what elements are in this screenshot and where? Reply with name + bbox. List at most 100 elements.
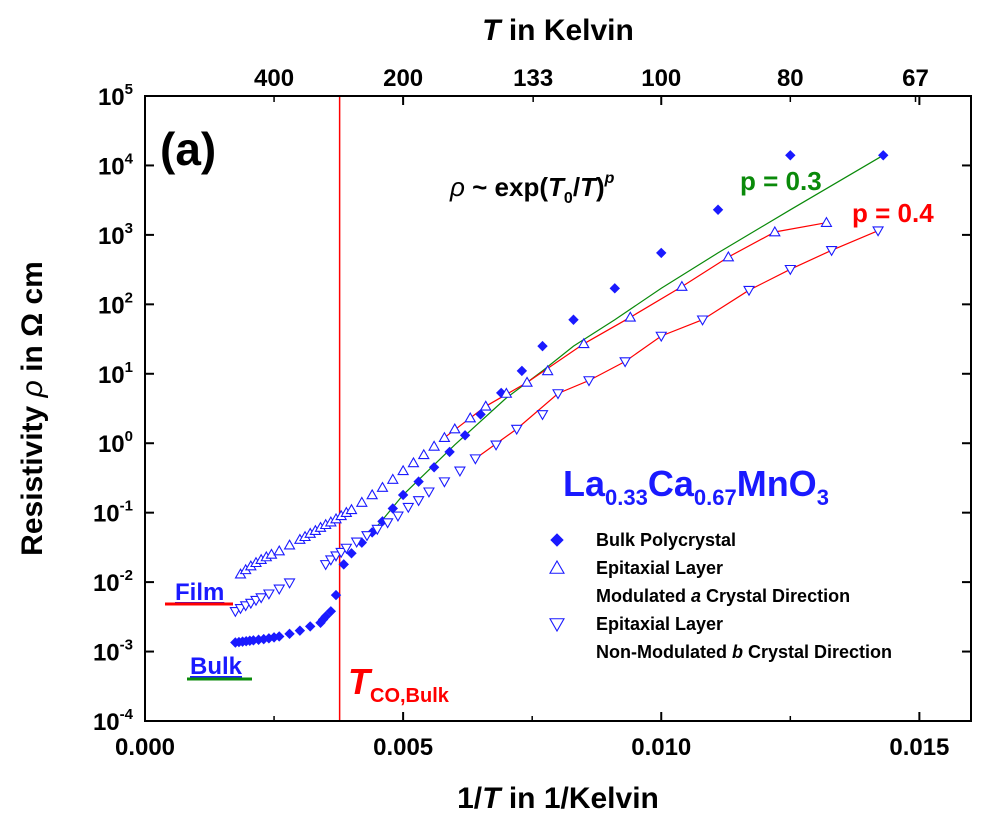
y-tick-base: 10 bbox=[93, 570, 120, 597]
legend-text-part: Bulk Polycrystal bbox=[596, 530, 736, 550]
data-point-s3-30 bbox=[583, 376, 595, 387]
data-point-s2-26 bbox=[407, 456, 420, 468]
data-point-s3-11 bbox=[324, 555, 337, 566]
x-axis-title-part: in 1/Kelvin bbox=[500, 782, 658, 815]
y-tick-exp: -3 bbox=[120, 637, 133, 654]
y-tick-exp: 2 bbox=[125, 289, 133, 306]
tco-label-sub: CO,Bulk bbox=[370, 685, 450, 707]
data-point-s1-13 bbox=[294, 625, 306, 636]
data-point-s3-32 bbox=[655, 331, 668, 343]
data-point-s1-29 bbox=[444, 446, 455, 458]
compound-sub: 0.67 bbox=[694, 485, 737, 510]
y-tick-label: 103 bbox=[98, 220, 133, 250]
data-point-s2-39 bbox=[722, 250, 735, 262]
legend-text-part: Modulated bbox=[596, 586, 691, 606]
legend-text-part: a bbox=[691, 586, 701, 606]
legend-marker-2 bbox=[549, 559, 565, 574]
data-point-s2-36 bbox=[577, 337, 590, 349]
data-point-s2-8 bbox=[273, 544, 286, 556]
legend: Bulk Polycrystal Epitaxial Layer Modulated… bbox=[549, 530, 892, 662]
data-point-s3-29 bbox=[552, 389, 564, 400]
x-axis-title: 1/T in 1/Kelvin bbox=[457, 782, 659, 815]
legend-text-3-1: Epitaxial Layer bbox=[596, 614, 723, 634]
data-point-s2-35 bbox=[541, 364, 554, 376]
data-point-s1-25 bbox=[387, 503, 399, 514]
data-point-s1-14 bbox=[304, 621, 316, 632]
formula-rho: ρ bbox=[449, 172, 465, 202]
data-point-s1-33 bbox=[516, 365, 528, 377]
data-point-s3-19 bbox=[392, 511, 404, 522]
data-point-s2-9 bbox=[283, 539, 296, 550]
data-point-s1-20 bbox=[338, 559, 349, 570]
data-points bbox=[229, 150, 889, 648]
data-point-s3-9 bbox=[283, 578, 296, 589]
data-point-s2-25 bbox=[397, 464, 410, 476]
data-point-s3-25 bbox=[469, 454, 482, 465]
top-tick-label: 100 bbox=[641, 65, 681, 92]
compound-part: MnO bbox=[737, 463, 817, 504]
bulk-label: Bulk bbox=[190, 653, 243, 680]
legend-text-part: Crystal Direction bbox=[743, 642, 892, 662]
formula-exp: exp( bbox=[495, 172, 549, 202]
compound-label: La0.33Ca0.67MnO3 bbox=[563, 463, 829, 510]
legend-text-part: b bbox=[732, 642, 743, 662]
formula-t0: T bbox=[548, 172, 566, 202]
data-point-s3-22 bbox=[422, 487, 435, 498]
data-point-s2-24 bbox=[386, 473, 399, 484]
data-point-s2-21 bbox=[355, 496, 368, 507]
y-tick-label: 10-1 bbox=[93, 498, 133, 528]
data-point-s2-30 bbox=[448, 422, 461, 434]
data-point-s2-40 bbox=[768, 225, 781, 237]
data-point-s2-38 bbox=[675, 280, 688, 291]
data-point-s3-24 bbox=[453, 466, 466, 477]
legend-text-3-2: Non-Modulated b Crystal Direction bbox=[596, 642, 892, 662]
y-axis-title-part: Resistivity bbox=[16, 397, 49, 555]
legend-text-part: Crystal Direction bbox=[701, 586, 850, 606]
x-tick-label: 0.000 bbox=[115, 734, 175, 761]
top-axis-title-italic: T bbox=[482, 14, 503, 47]
data-point-s1-37 bbox=[656, 247, 667, 259]
data-point-s2-37 bbox=[624, 311, 637, 322]
data-point-s2-7 bbox=[265, 548, 278, 559]
y-tick-exp: 5 bbox=[125, 81, 133, 98]
top-axis-title: T in Kelvin bbox=[482, 14, 634, 47]
tco-label-t: T bbox=[348, 661, 373, 702]
data-point-s2-31 bbox=[464, 411, 477, 423]
film-label: Film bbox=[175, 579, 224, 606]
y-tick-base: 10 bbox=[93, 501, 120, 528]
data-point-s2-29 bbox=[438, 431, 451, 443]
top-tick-label: 80 bbox=[777, 65, 804, 92]
plot-frame bbox=[144, 95, 972, 722]
data-point-s3-15 bbox=[350, 537, 363, 548]
data-point-s1-28 bbox=[428, 462, 440, 473]
data-point-s1-31 bbox=[475, 409, 486, 420]
data-point-s3-23 bbox=[438, 477, 451, 488]
y-tick-exp: -1 bbox=[120, 498, 133, 515]
y-tick-label: 105 bbox=[98, 81, 133, 111]
data-point-s3-31 bbox=[619, 357, 632, 368]
data-point-s3-7 bbox=[262, 589, 275, 600]
top-axis-title-part: in Kelvin bbox=[500, 14, 633, 47]
x-axis-title-part: 1/ bbox=[457, 782, 483, 815]
data-point-s3-27 bbox=[510, 424, 523, 436]
legend-text-part: Epitaxial Layer bbox=[596, 614, 723, 634]
data-point-s3-37 bbox=[872, 226, 885, 237]
data-point-s3-18 bbox=[381, 518, 394, 529]
y-tick-base: 10 bbox=[98, 292, 125, 319]
top-tick-label: 200 bbox=[383, 65, 423, 92]
y-tick-exp: 1 bbox=[125, 359, 133, 376]
fit-line-1 bbox=[371, 154, 884, 533]
legend-text-2-2: Modulated a Crystal Direction bbox=[596, 586, 850, 606]
data-point-s3-12 bbox=[330, 551, 342, 562]
y-axis-title-part: in Ω cm bbox=[16, 261, 49, 380]
y-tick-label: 100 bbox=[98, 428, 133, 458]
top-tick-label: 400 bbox=[254, 65, 294, 92]
y-axis-title: Resistivity ρ in Ω cm bbox=[16, 261, 49, 556]
y-tick-base: 10 bbox=[98, 153, 125, 180]
data-point-s3-36 bbox=[825, 245, 838, 257]
tco-label: TCO,Bulk bbox=[348, 661, 450, 707]
data-point-s2-28 bbox=[428, 440, 441, 451]
formula-sub0: 0 bbox=[564, 190, 573, 207]
data-point-s2-33 bbox=[500, 387, 513, 398]
legend-text-2-1: Epitaxial Layer bbox=[596, 558, 723, 578]
